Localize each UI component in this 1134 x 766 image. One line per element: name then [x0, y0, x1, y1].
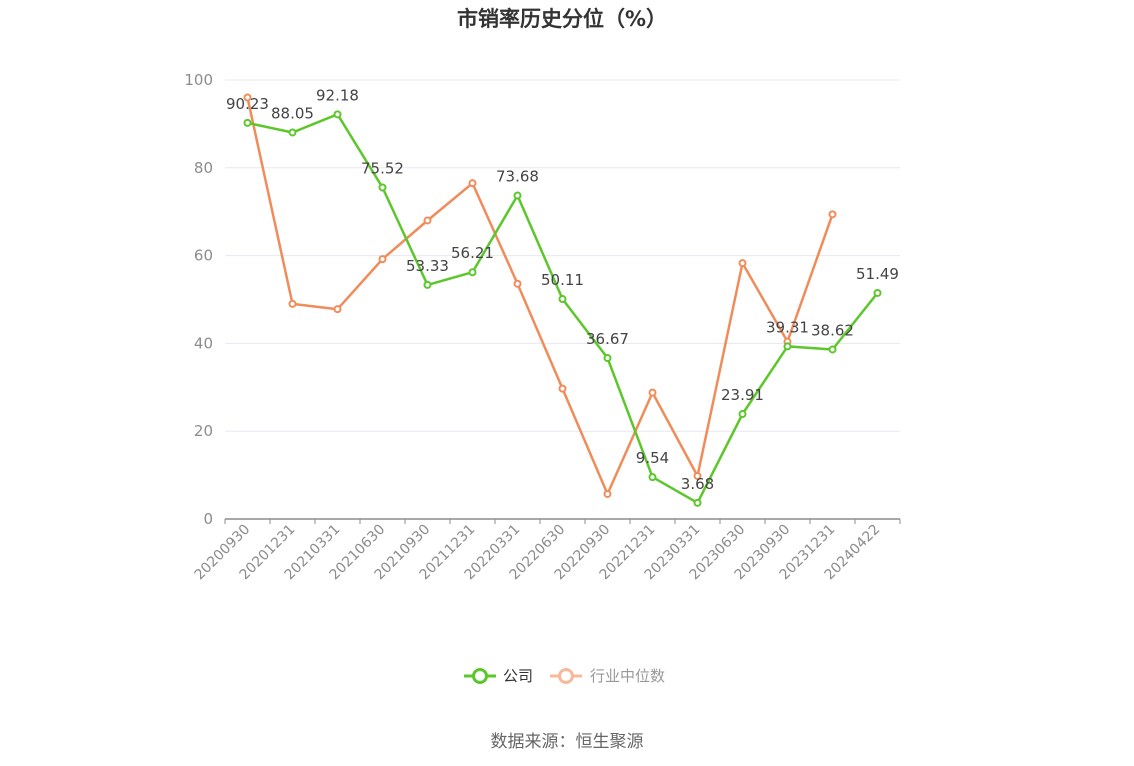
- company-data-label: 90.23: [226, 95, 269, 113]
- industry-data-point: [468, 179, 477, 188]
- industry-data-point: [333, 305, 342, 314]
- legend-industry-label: 行业中位数: [590, 667, 665, 685]
- series-lines: [243, 93, 882, 507]
- industry-data-point: [693, 471, 702, 480]
- industry-data-point: [423, 216, 432, 225]
- industry-data-point: [378, 255, 387, 264]
- company-data-label: 9.54: [636, 449, 669, 467]
- company-data-label: 51.49: [856, 265, 899, 283]
- legend-item-company[interactable]: 公司: [464, 667, 533, 685]
- company-data-label: 38.62: [811, 321, 854, 339]
- company-data-point: [648, 473, 657, 482]
- grid-lines: [225, 79, 900, 432]
- y-tick-label: 40: [194, 334, 213, 352]
- industry-data-point: [648, 388, 657, 397]
- industry-data-point: [828, 210, 837, 219]
- company-series-line: [247, 113, 879, 505]
- industry-data-point: [243, 93, 252, 102]
- company-data-label: 75.52: [361, 159, 404, 177]
- company-data-label: 23.91: [721, 386, 764, 404]
- company-data-point: [468, 268, 477, 277]
- company-data-label: 39.31: [766, 318, 809, 336]
- legend-item-industry[interactable]: 行业中位数: [550, 667, 665, 685]
- company-data-point: [738, 410, 747, 419]
- y-tick-label: 0: [203, 510, 213, 528]
- y-tick-label: 100: [184, 71, 213, 89]
- company-data-label: 73.68: [496, 168, 539, 186]
- company-data-point: [378, 183, 387, 192]
- company-data-point: [828, 345, 837, 354]
- legend-company-circle-icon: [472, 668, 488, 684]
- industry-data-point: [288, 299, 297, 308]
- industry-data-point: [558, 384, 567, 393]
- chart-title: 市销率历史分位（%）: [457, 7, 667, 31]
- company-data-point: [333, 110, 342, 119]
- data-source-note: 数据来源：恒生聚源: [491, 732, 644, 752]
- company-data-label: 92.18: [316, 86, 359, 104]
- company-data-label: 36.67: [586, 330, 629, 348]
- company-data-label: 50.11: [541, 271, 584, 289]
- y-tick-label: 20: [194, 422, 213, 440]
- company-data-point: [288, 128, 297, 137]
- company-data-label: 56.21: [451, 244, 494, 262]
- legend-industry-circle-icon: [558, 668, 574, 684]
- company-data-point: [873, 288, 882, 297]
- legend[interactable]: 公司 行业中位数: [464, 667, 665, 685]
- company-data-label: 53.33: [406, 257, 449, 275]
- company-data-point: [783, 342, 792, 351]
- y-tick-label: 60: [194, 247, 213, 265]
- company-data-point: [243, 118, 252, 127]
- company-data-point: [423, 280, 432, 289]
- company-data-point: [603, 354, 612, 363]
- company-data-label: 3.68: [681, 475, 714, 493]
- company-data-point: [693, 498, 702, 507]
- company-data-point: [513, 191, 522, 200]
- industry-data-point: [513, 279, 522, 288]
- industry-data-point: [603, 489, 612, 498]
- company-data-point: [558, 295, 567, 304]
- company-data-label: 88.05: [271, 104, 314, 122]
- industry-series-line: [246, 97, 834, 496]
- y-tick-label: 80: [194, 159, 213, 177]
- legend-company-label: 公司: [503, 667, 533, 685]
- industry-data-point: [738, 259, 747, 268]
